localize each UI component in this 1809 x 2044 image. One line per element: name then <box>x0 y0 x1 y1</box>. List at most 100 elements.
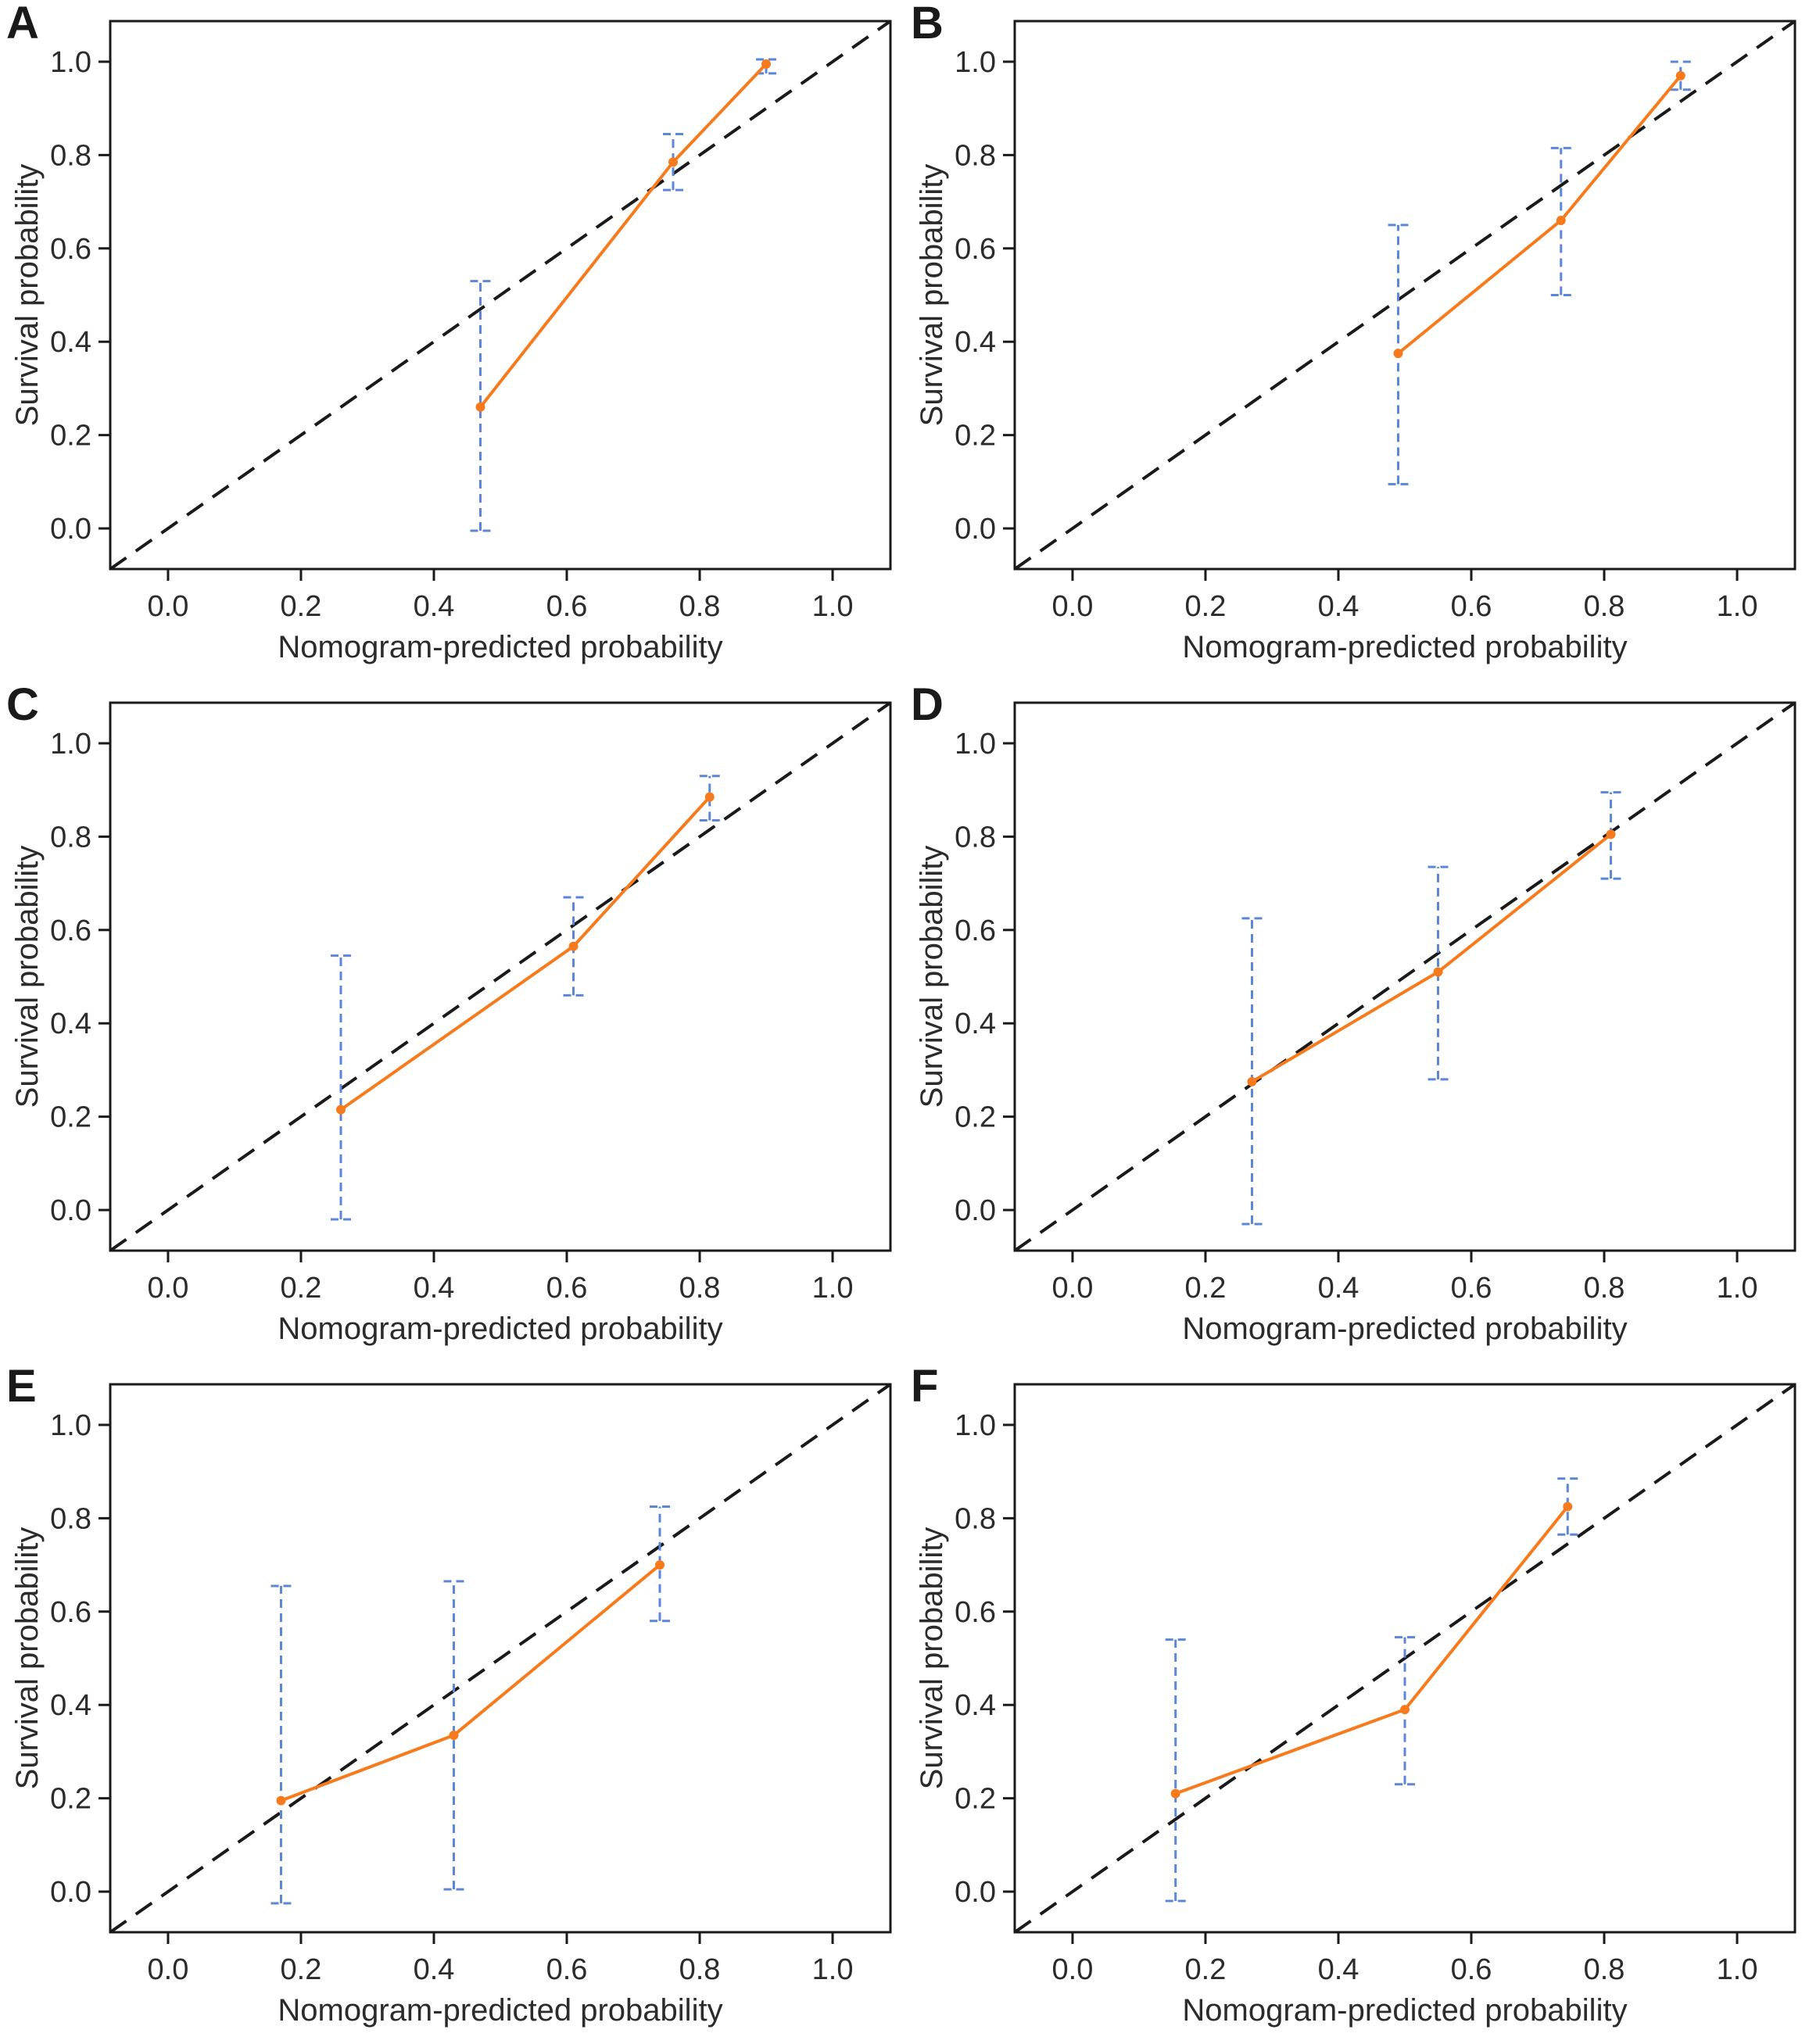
x-tick-label: 0.8 <box>679 590 721 623</box>
y-tick-label: 0.4 <box>955 1008 996 1040</box>
data-point-marker <box>1170 1788 1180 1799</box>
x-tick-label: 0.8 <box>679 1953 721 1986</box>
y-tick-label: 0.4 <box>50 1008 91 1040</box>
x-axis: 0.0 0.2 0.4 0.6 0.8 1.0 <box>1052 569 1758 623</box>
y-tick-label: 0.0 <box>955 1876 996 1909</box>
calibration-panel: B 0.0 0.2 0.4 0.6 0.8 1.0 0.0 0.2 0.4 0.6 0.8 1.0 No… <box>904 0 1809 681</box>
x-axis-label: Nomogram-predicted probability <box>278 1993 722 2028</box>
x-tick-label: 0.4 <box>414 590 455 623</box>
x-tick-label: 0.4 <box>414 1272 455 1305</box>
x-axis-label: Nomogram-predicted probability <box>278 630 722 664</box>
y-axis: 0.0 0.2 0.4 0.6 0.8 1.0 <box>50 46 110 546</box>
x-tick-label: 0.2 <box>1185 1953 1227 1986</box>
x-tick-label: 0.6 <box>546 1953 588 1986</box>
x-tick-label: 1.0 <box>1717 590 1758 623</box>
plot-border <box>1013 20 1796 571</box>
x-tick-label: 0.6 <box>546 1272 588 1305</box>
y-tick-label: 0.6 <box>955 1596 996 1629</box>
y-tick-label: 1.0 <box>955 1409 996 1442</box>
x-tick-label: 0.2 <box>1185 1272 1227 1305</box>
x-tick-label: 0.8 <box>1584 1272 1625 1305</box>
x-tick-label: 0.4 <box>1318 590 1359 623</box>
x-axis: 0.0 0.2 0.4 0.6 0.8 1.0 <box>1052 1251 1757 1305</box>
x-tick-label: 0.2 <box>1185 590 1227 623</box>
x-axis: 0.0 0.2 0.4 0.6 0.8 1.0 <box>148 569 854 623</box>
panel-letter: E <box>6 1361 37 1412</box>
data-point-marker <box>1556 215 1566 225</box>
y-tick-label: 0.2 <box>50 420 91 453</box>
x-tick-label: 0.0 <box>1052 1953 1094 1986</box>
y-tick-label: 0.4 <box>50 1689 91 1722</box>
y-tick-label: 0.8 <box>955 1502 996 1535</box>
data-point-marker <box>568 941 579 951</box>
reference-identity-line <box>109 701 892 1252</box>
error-bars <box>1165 1477 1578 1903</box>
error-bars <box>470 58 777 532</box>
x-tick-label: 0.0 <box>148 1272 189 1305</box>
x-tick-label: 0.6 <box>546 590 588 623</box>
y-tick-label: 0.2 <box>955 1783 996 1816</box>
reference-identity-line <box>109 20 892 571</box>
x-tick-label: 0.8 <box>679 1272 721 1305</box>
y-axis-label: Survival probability <box>10 164 45 427</box>
x-axis: 0.0 0.2 0.4 0.6 0.8 1.0 <box>148 1932 854 1986</box>
panel-letter: A <box>6 0 39 48</box>
y-tick-label: 0.2 <box>955 420 996 453</box>
y-tick-label: 0.4 <box>955 326 996 359</box>
data-point-marker <box>1675 70 1685 81</box>
x-axis-label: Nomogram-predicted probability <box>1182 1993 1627 2028</box>
data-point-marker <box>335 1104 346 1115</box>
x-tick-label: 0.6 <box>1451 1272 1492 1305</box>
plot-border <box>109 701 892 1252</box>
y-tick-label: 0.0 <box>50 1876 91 1909</box>
calibration-panel: D 0.0 0.2 0.4 0.6 0.8 1.0 0.0 0.2 0.4 0.6 0.8 1.0 No… <box>904 681 1809 1362</box>
y-axis-label: Survival probability <box>10 1527 45 1790</box>
y-tick-label: 0.2 <box>955 1101 996 1134</box>
data-point-marker <box>668 157 679 167</box>
x-tick-label: 0.2 <box>281 1953 322 1986</box>
y-tick-label: 0.6 <box>50 1596 91 1629</box>
y-tick-label: 0.6 <box>50 915 91 947</box>
x-tick-label: 0.0 <box>148 590 189 623</box>
x-tick-label: 0.0 <box>1052 590 1094 623</box>
panel-letter: F <box>911 1361 939 1412</box>
calibration-plot: 0.0 0.2 0.4 0.6 0.8 1.0 0.0 0.2 0.4 0.6 0.8 1.0 Nomo… <box>10 1383 892 2028</box>
y-tick-label: 1.0 <box>50 728 91 761</box>
x-tick-label: 0.2 <box>281 590 322 623</box>
y-axis: 0.0 0.2 0.4 0.6 0.8 1.0 <box>50 1409 110 1909</box>
plot-border <box>1013 1383 1796 1934</box>
y-tick-label: 0.6 <box>955 233 996 266</box>
y-tick-label: 0.8 <box>50 1502 91 1535</box>
y-tick-label: 0.0 <box>955 513 996 546</box>
data-point-marker <box>1393 349 1403 359</box>
error-bars <box>270 1505 671 1905</box>
data-point-marker <box>1563 1502 1573 1512</box>
y-tick-label: 0.4 <box>955 1689 996 1722</box>
calibration-plot: 0.0 0.2 0.4 0.6 0.8 1.0 0.0 0.2 0.4 0.6 0.8 1.0 Nomo… <box>915 701 1796 1346</box>
x-tick-label: 0.0 <box>148 1953 189 1986</box>
x-axis-label: Nomogram-predicted probability <box>1182 1312 1627 1346</box>
x-tick-label: 0.0 <box>1052 1272 1094 1305</box>
y-tick-label: 1.0 <box>50 1409 91 1442</box>
y-tick-label: 0.4 <box>50 326 91 359</box>
x-tick-label: 1.0 <box>812 1953 854 1986</box>
calibration-panel: F 0.0 0.2 0.4 0.6 0.8 1.0 0.0 0.2 0.4 0.6 0.8 1.0 No… <box>904 1361 1809 2044</box>
data-point-marker <box>1247 1076 1257 1086</box>
calibration-plot: 0.0 0.2 0.4 0.6 0.8 1.0 0.0 0.2 0.4 0.6 0.8 1.0 Nomo… <box>10 701 892 1346</box>
calibration-panel: A 0.0 0.2 0.4 0.6 0.8 1.0 0.0 0.2 0.4 0.6 0.8 1.0 No… <box>0 0 904 681</box>
y-axis-label: Survival probability <box>915 1527 949 1790</box>
x-tick-label: 0.6 <box>1451 590 1492 623</box>
error-bars <box>1241 791 1621 1226</box>
y-axis-label: Survival probability <box>10 846 45 1108</box>
data-point-marker <box>1433 967 1443 977</box>
y-tick-label: 0.6 <box>955 915 996 947</box>
y-axis: 0.0 0.2 0.4 0.6 0.8 1.0 <box>955 728 1015 1227</box>
reference-identity-line <box>109 1383 892 1934</box>
y-axis-label: Survival probability <box>915 846 949 1108</box>
plot-border <box>109 1383 892 1934</box>
x-tick-label: 1.0 <box>1717 1953 1758 1986</box>
reference-identity-line <box>1013 1383 1796 1934</box>
x-tick-label: 1.0 <box>812 590 854 623</box>
calibration-line <box>339 795 711 1111</box>
